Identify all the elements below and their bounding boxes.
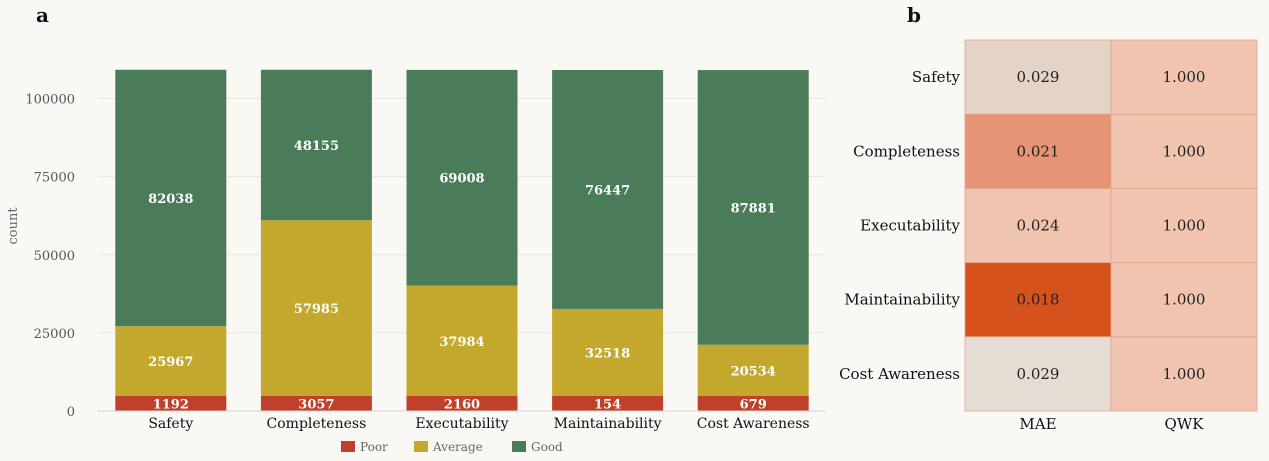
bar-segment-good	[115, 69, 227, 327]
heatmap-row-label: Safety	[912, 68, 961, 86]
heatmap-row-label: Completeness	[853, 142, 960, 160]
heatmap-column-label: QWK	[1165, 415, 1205, 433]
legend-swatch-average	[414, 441, 428, 452]
heatmap-cell-value: 0.021	[1017, 142, 1060, 160]
bar-segment-average	[406, 285, 518, 396]
heatmap-cell	[1110, 113, 1258, 189]
heatmap-cell	[1110, 336, 1258, 412]
bar-segment-average	[260, 220, 372, 396]
bar-segment-average	[697, 344, 809, 396]
y-tick-label: 0	[67, 405, 75, 420]
heatmap-cell-value: 1.000	[1163, 142, 1206, 160]
bar-segment-good	[697, 70, 809, 345]
heatmap-cell	[1110, 187, 1258, 263]
legend-swatch-good	[512, 441, 526, 452]
data-label: 82038	[148, 192, 193, 207]
y-tick-label: 25000	[34, 327, 75, 342]
data-label: 20534	[731, 364, 776, 379]
panel-letter-b: b	[907, 3, 921, 27]
heatmap-cell-value: 1.000	[1163, 365, 1206, 383]
heatmap-cell	[1110, 39, 1258, 115]
data-label: 69008	[439, 172, 484, 187]
x-tick-label: Maintainability	[554, 416, 662, 432]
x-tick-label: Cost Awareness	[697, 416, 810, 432]
y-axis-title: count	[6, 207, 21, 245]
bar-segment-average	[115, 326, 227, 396]
heatmap-cell-value: 1.000	[1163, 68, 1206, 86]
legend-label-good: Good	[531, 440, 563, 454]
stacked-bar-chart: count 0 25000 50000 75000 100000 1192 25967 82…	[6, 69, 826, 454]
heatmap-cell	[1110, 262, 1258, 338]
y-tick-label: 75000	[34, 171, 75, 186]
x-tick-label: Completeness	[267, 416, 367, 432]
data-label: 37984	[439, 335, 484, 350]
data-label: 1192	[153, 398, 189, 413]
data-label: 154	[594, 398, 621, 413]
heatmap-cell	[964, 336, 1112, 412]
heatmap: Safety 0.029 1.000 Completeness 0.021 1.000 Ex…	[839, 39, 1258, 433]
heatmap-cell	[964, 39, 1112, 115]
heatmap-cell	[964, 187, 1112, 263]
bar-segment-average	[552, 308, 664, 396]
bar-segment-poor	[115, 396, 227, 411]
legend-swatch-poor	[341, 441, 355, 452]
heatmap-cell-value: 0.024	[1017, 217, 1060, 235]
bars: 1192 25967 82038 Safety 3057 57985 48155 Comple…	[98, 69, 826, 432]
bar-segment-poor	[697, 396, 809, 411]
y-tick-label: 50000	[34, 249, 75, 264]
heatmap-row-label: Maintainability	[844, 291, 960, 309]
legend: Poor Average Good	[341, 440, 563, 454]
bar-segment-good	[552, 70, 664, 309]
data-label: 679	[740, 398, 767, 413]
heatmap-row-label: Cost Awareness	[839, 365, 960, 383]
heatmap-cell	[964, 262, 1112, 338]
data-label: 25967	[148, 355, 193, 370]
data-label: 87881	[731, 201, 776, 216]
data-label: 48155	[294, 139, 339, 154]
data-label: 3057	[298, 398, 334, 413]
legend-label-average: Average	[432, 440, 483, 454]
y-tick-label: 100000	[25, 93, 75, 108]
heatmap-cell-value: 0.029	[1017, 365, 1060, 383]
x-tick-label: Executability	[415, 416, 508, 432]
heatmap-cell-value: 0.018	[1017, 291, 1060, 309]
panel-letter-a: a	[36, 3, 49, 27]
legend-label-poor: Poor	[360, 440, 388, 454]
data-label: 2160	[444, 398, 480, 413]
heatmap-cell-value: 1.000	[1163, 291, 1206, 309]
bar-segment-poor	[260, 396, 372, 411]
bar-segment-poor	[552, 396, 664, 411]
heatmap-cell-value: 0.029	[1017, 68, 1060, 86]
heatmap-row-label: Executability	[860, 217, 960, 235]
bar-segment-poor	[406, 396, 518, 411]
heatmap-cell	[964, 113, 1112, 189]
bar-segment-good	[260, 69, 372, 221]
bar-segment-good	[406, 69, 518, 286]
x-tick-label: Safety	[148, 416, 193, 432]
data-label: 57985	[294, 302, 339, 317]
data-label: 32518	[585, 346, 630, 361]
heatmap-cell-value: 1.000	[1163, 217, 1206, 235]
heatmap-column-label: MAE	[1019, 415, 1056, 433]
data-label: 76447	[585, 183, 630, 198]
